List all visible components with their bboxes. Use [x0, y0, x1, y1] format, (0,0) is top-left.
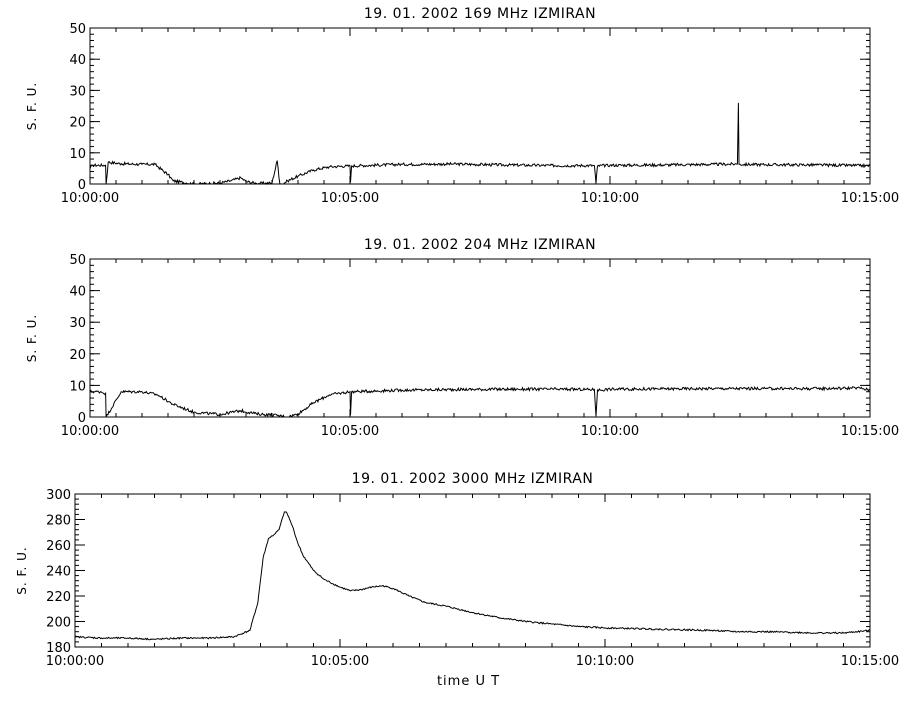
series-line	[74, 511, 871, 641]
y-tick-label: 30	[69, 316, 86, 331]
plot-frame	[74, 493, 871, 648]
x-tick-label: 10:00:00	[46, 654, 104, 669]
y-axis-label: S. F. U.	[15, 546, 29, 594]
y-tick-label: 20	[69, 348, 86, 363]
series-line	[89, 102, 871, 185]
y-tick-label: 220	[46, 590, 71, 605]
x-axis-label: time U T	[437, 674, 500, 689]
y-tick-label: 280	[46, 514, 71, 529]
y-tick-label: 200	[46, 616, 71, 631]
x-tick-label: 10:00:00	[61, 191, 119, 206]
y-axis-label: S. F. U.	[25, 314, 39, 362]
x-tick-label: 10:15:00	[841, 424, 899, 439]
x-tick-label: 10:00:00	[61, 424, 119, 439]
y-tick-label: 40	[69, 285, 86, 300]
series-line	[89, 385, 871, 418]
y-tick-label: 50	[69, 22, 86, 37]
y-axis-label: S. F. U.	[25, 82, 39, 130]
x-tick-label: 10:05:00	[321, 191, 379, 206]
y-tick-label: 0	[78, 178, 86, 193]
x-tick-label: 10:05:00	[311, 654, 369, 669]
x-tick-label: 10:15:00	[841, 654, 899, 669]
plot-frame	[89, 258, 871, 418]
plot-frame	[89, 27, 871, 185]
x-tick-label: 10:05:00	[321, 424, 379, 439]
y-tick-label: 30	[69, 84, 86, 99]
x-tick-label: 10:15:00	[841, 191, 899, 206]
y-tick-label: 40	[69, 53, 86, 68]
chart-title: 19. 01. 2002 204 MHz IZMIRAN	[364, 237, 596, 253]
y-tick-label: 0	[78, 411, 86, 426]
y-tick-label: 10	[69, 379, 86, 394]
y-tick-label: 240	[46, 565, 71, 580]
x-tick-label: 10:10:00	[576, 654, 634, 669]
y-tick-label: 260	[46, 539, 71, 554]
y-tick-label: 180	[46, 641, 71, 656]
y-tick-label: 300	[46, 488, 71, 503]
y-tick-label: 10	[69, 147, 86, 162]
chart-title: 19. 01. 2002 3000 MHz IZMIRAN	[352, 471, 594, 487]
y-tick-label: 50	[69, 253, 86, 268]
y-tick-label: 20	[69, 116, 86, 131]
x-tick-label: 10:10:00	[581, 424, 639, 439]
chart-title: 19. 01. 2002 169 MHz IZMIRAN	[364, 6, 596, 22]
x-tick-label: 10:10:00	[581, 191, 639, 206]
